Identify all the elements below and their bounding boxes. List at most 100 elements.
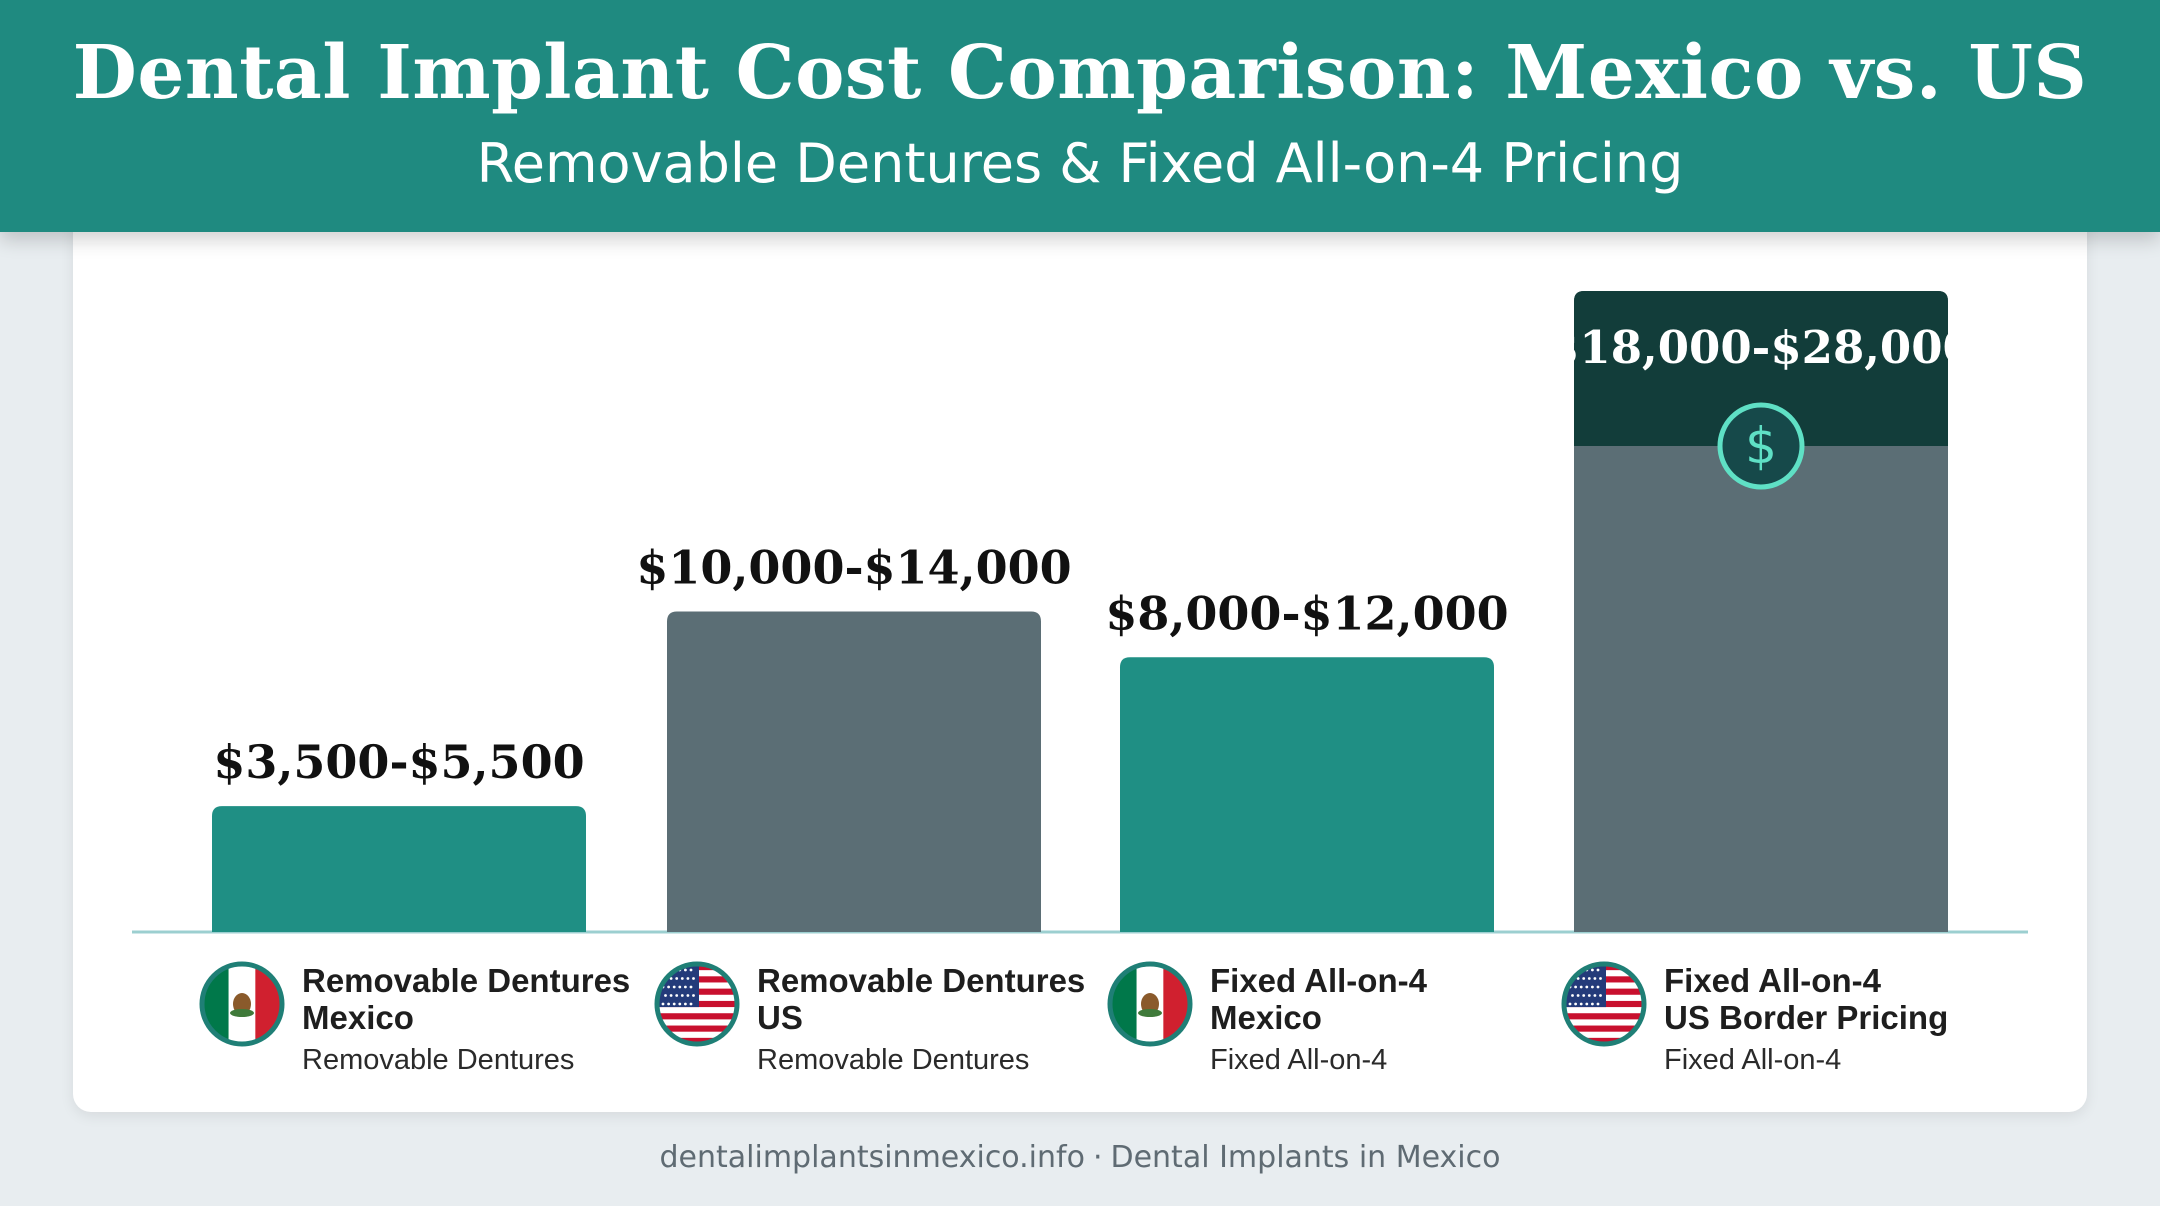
bar-label-line2: US Border Pricing bbox=[1664, 999, 1948, 1036]
us-flag-stripe bbox=[657, 1013, 737, 1020]
us-flag-stripe bbox=[1564, 1031, 1644, 1039]
footer-site: dentalimplantsinmexico.info bbox=[659, 1140, 1085, 1175]
us-flag-star bbox=[669, 977, 673, 980]
bar-label-line1: Removable Dentures bbox=[757, 962, 1085, 999]
us-flag-star bbox=[1582, 994, 1586, 997]
us-flag-star bbox=[689, 985, 693, 989]
us-flag-star bbox=[1571, 994, 1574, 997]
us-flag-star bbox=[1576, 977, 1580, 980]
flag-ring bbox=[199, 961, 285, 1047]
us-flag-star bbox=[1576, 994, 1580, 997]
us-flag-star bbox=[1596, 1002, 1600, 1006]
bar-label-line2: Mexico bbox=[1210, 999, 1322, 1036]
us-flag-star bbox=[1579, 985, 1583, 989]
bar-value-label: $8,000-$12,000 bbox=[1105, 586, 1508, 640]
dollar-icon-glyph: $ bbox=[1745, 417, 1777, 475]
mexico-flag-emblem-base bbox=[230, 1009, 254, 1017]
footer-separator: · bbox=[1092, 1140, 1103, 1175]
flag-ring bbox=[1107, 961, 1193, 1047]
chart-title: Dental Implant Cost Comparison: Mexico v… bbox=[72, 30, 2088, 116]
us-flag-star bbox=[664, 994, 667, 997]
bar-value-label: $3,500-$5,500 bbox=[213, 735, 584, 789]
us-flag-star bbox=[678, 1002, 682, 1006]
us-flag-star bbox=[1568, 968, 1572, 972]
us-flag-star bbox=[1579, 1002, 1583, 1006]
us-flag-star bbox=[1574, 985, 1577, 989]
bar-label-line1: Fixed All-on-4 bbox=[1664, 962, 1882, 999]
us-flag-star bbox=[1574, 968, 1577, 972]
bar-label-line2: Mexico bbox=[302, 999, 414, 1036]
us-flag-star bbox=[689, 968, 693, 972]
mexico-flag-emblem-base bbox=[1138, 1009, 1162, 1017]
us-flag-star bbox=[678, 985, 682, 989]
us-flag-star bbox=[667, 985, 670, 989]
us-flag-star bbox=[1585, 1002, 1589, 1006]
us-flag-star bbox=[1585, 985, 1589, 989]
chart-subtitle: Removable Dentures & Fixed All-on-4 Pric… bbox=[476, 132, 1684, 195]
dollar-icon-ring bbox=[1717, 402, 1805, 490]
us-flag-stripe bbox=[1564, 1037, 1644, 1044]
bar-category-label: Removable Dentures bbox=[757, 1044, 1029, 1076]
us-flag-stripe bbox=[1564, 1025, 1644, 1033]
us-flag-star bbox=[1587, 977, 1591, 980]
us-flag-star bbox=[1587, 994, 1591, 997]
footer: dentalimplantsinmexico.info · Dental Impla… bbox=[0, 1140, 2160, 1175]
us-flag-star bbox=[1568, 1002, 1572, 1006]
us-flag-star bbox=[672, 985, 676, 989]
header-banner: Dental Implant Cost Comparison: Mexico v… bbox=[0, 0, 2160, 232]
us-flag-stripe bbox=[657, 1025, 737, 1033]
us-flag-star bbox=[1596, 968, 1600, 972]
flag-ring bbox=[654, 961, 740, 1047]
bar-group-fixed-all-on-4-us-border-pricing: $18,000-$28,000 $ Fixed All-on-4US Border … bbox=[1548, 291, 1974, 1076]
us-flag-stripe bbox=[1564, 1019, 1644, 1027]
us-flag-star bbox=[692, 994, 695, 997]
us-flag-star bbox=[1593, 977, 1597, 980]
us-flag-star bbox=[675, 977, 679, 980]
bar-removable-dentures-mexico bbox=[212, 806, 586, 932]
bar-value-label: $10,000-$14,000 bbox=[636, 541, 1071, 595]
bar-category-label: Removable Dentures bbox=[302, 1044, 574, 1076]
us-flag-star bbox=[686, 994, 690, 997]
us-flag-star bbox=[680, 977, 684, 980]
us-flag-star bbox=[684, 1002, 687, 1006]
us-flag-stripe bbox=[657, 1031, 737, 1039]
us-flag-star bbox=[1582, 977, 1586, 980]
us-flag-star bbox=[1593, 994, 1597, 997]
us-flag-star bbox=[669, 994, 673, 997]
bar-fixed-all-on-4-mexico bbox=[1120, 657, 1494, 932]
us-flag-star bbox=[684, 985, 687, 989]
bar-removable-dentures-us bbox=[667, 611, 1041, 932]
flag-ring bbox=[1561, 961, 1647, 1047]
us-flag-star bbox=[1591, 1002, 1594, 1006]
us-flag-stripe bbox=[1564, 1013, 1644, 1020]
us-flag-star bbox=[686, 977, 690, 980]
us-flag-star bbox=[1591, 968, 1594, 972]
us-flag-star bbox=[684, 968, 687, 972]
bar-category-label: Fixed All-on-4 bbox=[1210, 1044, 1387, 1076]
us-flag-star bbox=[675, 994, 679, 997]
us-flag-stripe bbox=[657, 1007, 737, 1014]
bar-value-label: $18,000-$28,000 bbox=[1548, 321, 1974, 374]
bar-fixed-all-on-4-us-border-pricing bbox=[1574, 291, 1948, 932]
us-flag-star bbox=[661, 968, 665, 972]
bar-highlight-cap bbox=[1574, 291, 1948, 446]
us-flag-star bbox=[1599, 994, 1602, 997]
dollar-icon: $ bbox=[1717, 402, 1805, 490]
bar-label-line1: Removable Dentures bbox=[302, 962, 630, 999]
us-flag-star bbox=[689, 1002, 693, 1006]
us-flag-star bbox=[1574, 1002, 1577, 1006]
footer-name: Dental Implants in Mexico bbox=[1110, 1140, 1501, 1175]
bar-label-line1: Fixed All-on-4 bbox=[1210, 962, 1428, 999]
bar-label-line2: US bbox=[757, 999, 803, 1036]
us-flag-star bbox=[1591, 985, 1594, 989]
us-flag-stripe bbox=[657, 1037, 737, 1044]
us-flag-star bbox=[667, 1002, 670, 1006]
us-flag bbox=[657, 964, 737, 1044]
us-flag-star bbox=[661, 1002, 665, 1006]
us-flag-star bbox=[692, 977, 695, 980]
us-flag-star bbox=[672, 1002, 676, 1006]
